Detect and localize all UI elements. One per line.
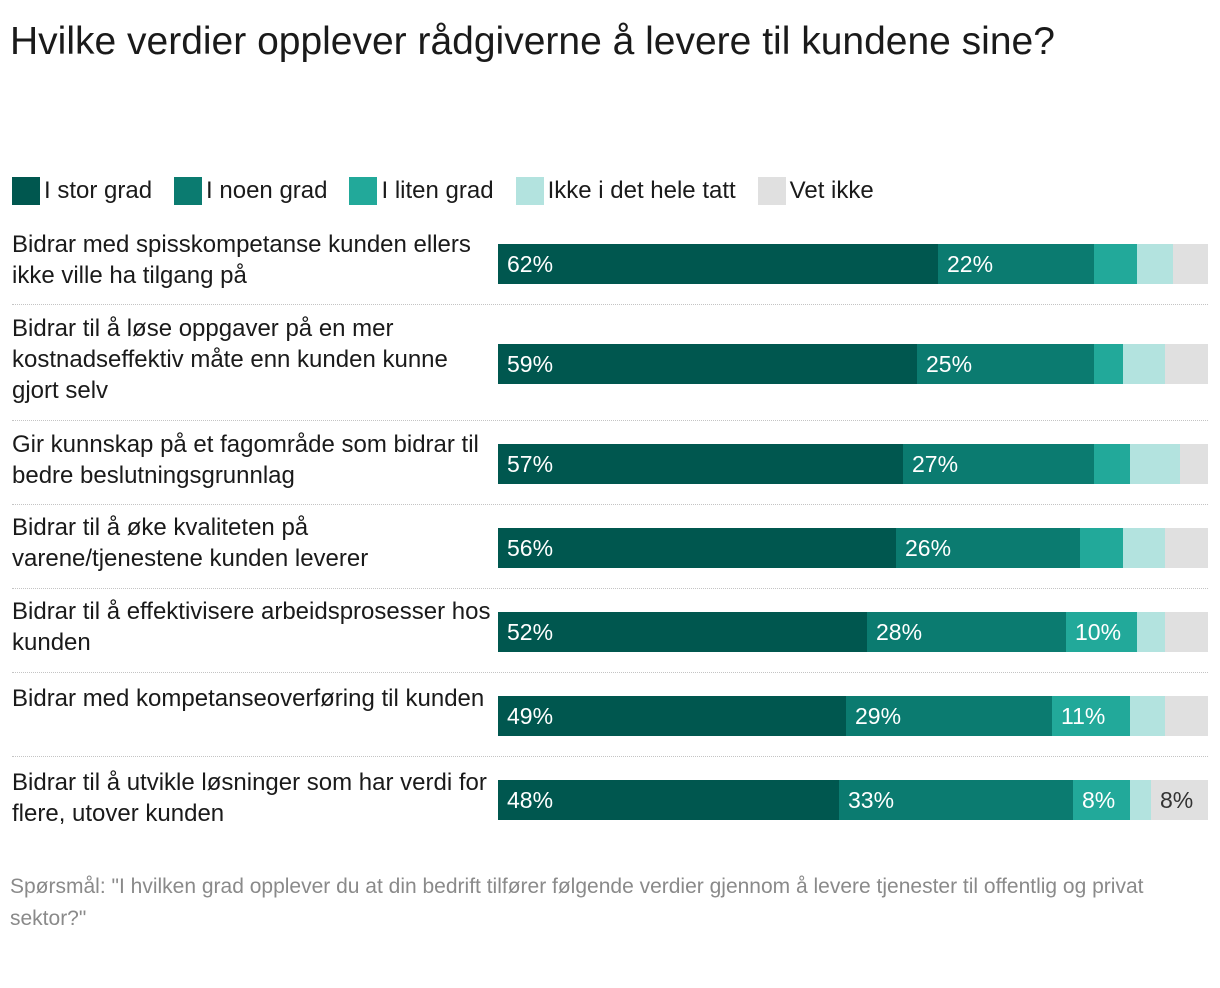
category-label: Bidrar med spisskompetanse kunden ellers… [12,231,471,289]
category-label: Bidrar til å utvikle løsninger som har v… [12,769,487,827]
bar-segment [1180,444,1208,484]
chart-legend: I stor grad I noen grad I liten grad Ikke i… [12,174,896,208]
category-label: Gir kunnskap på et fagområde som bidrar … [12,431,479,489]
bar-segment [498,696,846,736]
legend-label: I liten grad [381,177,494,204]
legend-label: I stor grad [44,177,153,204]
bar-segment [498,612,867,652]
bar-segment [1123,528,1165,568]
legend-label: Vet ikke [789,177,874,204]
bar-segment [1130,444,1180,484]
bar-segment [1165,612,1208,652]
bar-segment [867,612,1066,652]
bar-segment [938,244,1094,284]
bar-segment [1052,696,1130,736]
bar-segment [498,244,938,284]
bar-segment [896,528,1080,568]
row-divider [12,672,1208,673]
bar-segment [1151,780,1208,820]
stacked-bar: 57% 27% [498,444,1208,484]
bar-segment [1066,612,1137,652]
legend-label: Ikke i det hele tatt [547,177,736,204]
chart-footnote: Spørsmål: "I hvilken grad opplever du at… [10,875,1144,930]
bar-segment [1123,344,1165,384]
bar-segment [498,780,839,820]
bar-segment [1094,244,1137,284]
stacked-bar: 52% 28% 10% [498,612,1208,652]
chart-title: Hvilke verdier opplever rådgiverne å lev… [10,20,1055,63]
bar-segment [1094,444,1130,484]
row-divider [12,504,1208,505]
legend-swatch [12,177,40,205]
bar-segment [1094,344,1123,384]
row-divider [12,588,1208,589]
bar-segment [1173,244,1208,284]
bar-segment [917,344,1094,384]
bar-segment [1165,528,1208,568]
row-divider [12,420,1208,421]
legend-item: I stor grad [12,177,152,205]
stacked-bar: 59% 25% [498,344,1208,384]
bar-segment [1137,612,1165,652]
bar-segment [498,444,903,484]
legend-label: I noen grad [206,177,328,204]
legend-swatch [757,177,786,205]
bar-segment [903,444,1094,484]
bar-segment [1130,780,1151,820]
legend-swatch [174,177,203,205]
bar-segment [498,528,896,568]
legend-swatch [515,177,544,205]
bar-segment [1165,696,1208,736]
row-divider [12,756,1208,757]
bar-segment [498,344,917,384]
stacked-bar: 48% 33% 8% 8% [498,780,1208,820]
legend-item: Vet ikke [757,177,874,205]
bar-segment [1080,528,1123,568]
bar-segment [1165,344,1208,384]
category-label: Bidrar til å øke kvaliteten på varene/tj… [12,514,369,572]
category-label: Bidrar til å løse oppgaver på en mer kos… [12,315,448,404]
bar-segment [839,780,1073,820]
stacked-bar: 49% 29% 11% [498,696,1208,736]
category-label: Bidrar til å effektivisere arbeidsproses… [12,598,491,656]
legend-item: I noen grad [174,177,327,205]
row-divider [12,304,1208,305]
bar-segment [1130,696,1165,736]
stacked-bar: 56% 26% [498,528,1208,568]
legend-item: I liten grad [349,177,494,205]
bar-segment [1137,244,1173,284]
stacked-bar: 62% 22% [498,244,1208,284]
bar-segment [846,696,1052,736]
bar-segment [1073,780,1130,820]
legend-item: Ikke i det hele tatt [515,177,736,205]
category-label: Bidrar med kompetanseoverføring til kund… [12,685,485,712]
legend-swatch [349,177,378,205]
